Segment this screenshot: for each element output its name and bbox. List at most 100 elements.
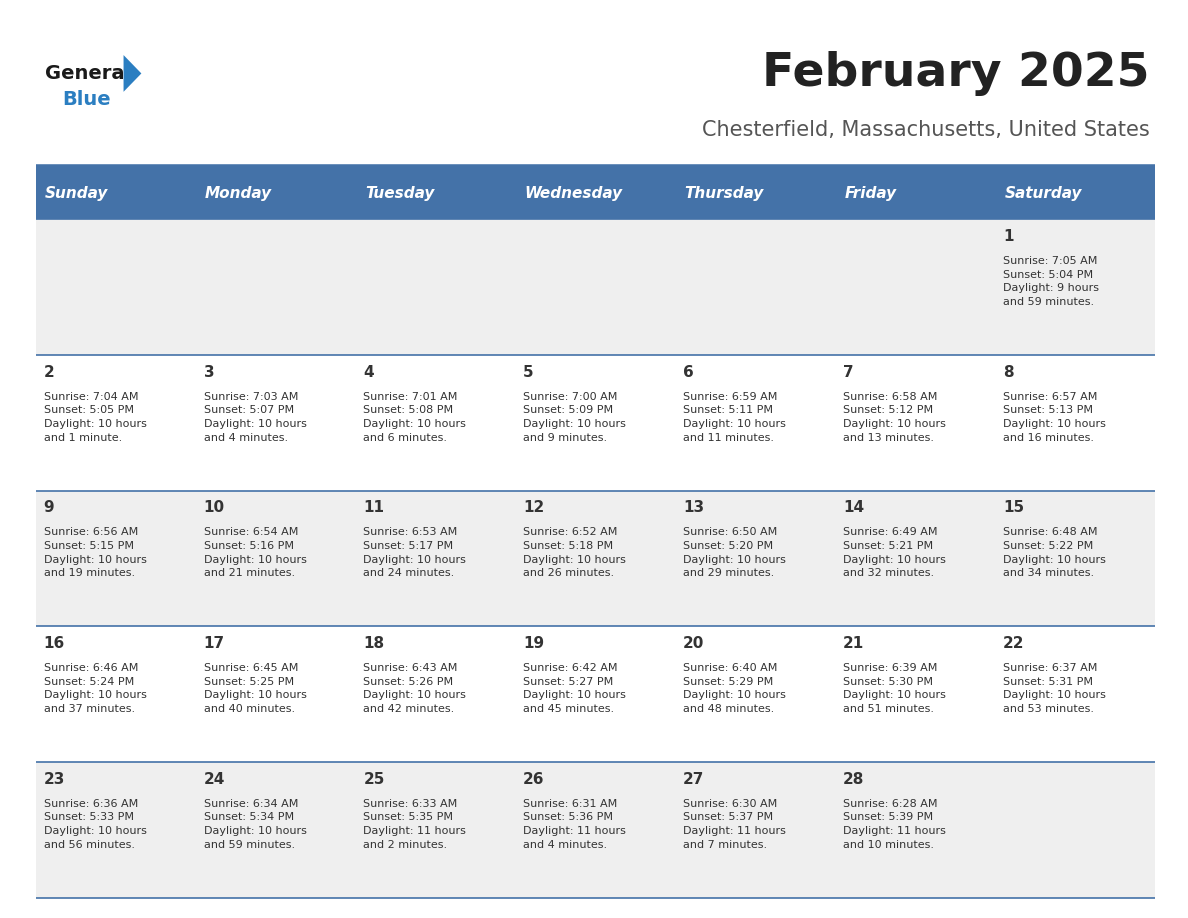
- Bar: [516, 762, 675, 898]
- Text: 6: 6: [683, 364, 694, 379]
- Text: Sunday: Sunday: [45, 185, 108, 201]
- Text: 8: 8: [1003, 364, 1013, 379]
- Text: Sunrise: 6:28 AM
Sunset: 5:39 PM
Daylight: 11 hours
and 10 minutes.: Sunrise: 6:28 AM Sunset: 5:39 PM Dayligh…: [843, 799, 946, 849]
- Text: Sunrise: 6:37 AM
Sunset: 5:31 PM
Daylight: 10 hours
and 53 minutes.: Sunrise: 6:37 AM Sunset: 5:31 PM Dayligh…: [1003, 663, 1106, 714]
- Text: Sunrise: 6:50 AM
Sunset: 5:20 PM
Daylight: 10 hours
and 29 minutes.: Sunrise: 6:50 AM Sunset: 5:20 PM Dayligh…: [683, 528, 786, 578]
- Bar: [196, 626, 355, 762]
- Bar: [36, 355, 196, 491]
- Text: Friday: Friday: [845, 185, 897, 201]
- Bar: [516, 219, 675, 355]
- Bar: [355, 626, 516, 762]
- Text: 19: 19: [523, 636, 544, 651]
- Bar: [36, 491, 196, 626]
- Bar: [36, 167, 196, 219]
- Bar: [196, 762, 355, 898]
- Text: 20: 20: [683, 636, 704, 651]
- Text: 11: 11: [364, 500, 385, 515]
- Bar: [835, 626, 994, 762]
- Bar: [36, 219, 196, 355]
- Text: 26: 26: [523, 772, 545, 787]
- Text: Sunrise: 7:00 AM
Sunset: 5:09 PM
Daylight: 10 hours
and 9 minutes.: Sunrise: 7:00 AM Sunset: 5:09 PM Dayligh…: [523, 392, 626, 442]
- Text: 18: 18: [364, 636, 385, 651]
- Text: 3: 3: [203, 364, 214, 379]
- Bar: [516, 491, 675, 626]
- Bar: [675, 167, 835, 219]
- Text: 4: 4: [364, 364, 374, 379]
- Bar: [994, 762, 1155, 898]
- Text: Sunrise: 6:40 AM
Sunset: 5:29 PM
Daylight: 10 hours
and 48 minutes.: Sunrise: 6:40 AM Sunset: 5:29 PM Dayligh…: [683, 663, 786, 714]
- Bar: [355, 219, 516, 355]
- Text: Sunrise: 6:43 AM
Sunset: 5:26 PM
Daylight: 10 hours
and 42 minutes.: Sunrise: 6:43 AM Sunset: 5:26 PM Dayligh…: [364, 663, 466, 714]
- Polygon shape: [124, 55, 141, 92]
- Bar: [355, 762, 516, 898]
- Bar: [994, 626, 1155, 762]
- Bar: [675, 491, 835, 626]
- Text: Sunrise: 6:48 AM
Sunset: 5:22 PM
Daylight: 10 hours
and 34 minutes.: Sunrise: 6:48 AM Sunset: 5:22 PM Dayligh…: [1003, 528, 1106, 578]
- Bar: [196, 491, 355, 626]
- Bar: [835, 167, 994, 219]
- Bar: [36, 626, 196, 762]
- Bar: [994, 167, 1155, 219]
- Text: Sunrise: 6:54 AM
Sunset: 5:16 PM
Daylight: 10 hours
and 21 minutes.: Sunrise: 6:54 AM Sunset: 5:16 PM Dayligh…: [203, 528, 307, 578]
- Bar: [994, 355, 1155, 491]
- Text: 15: 15: [1003, 500, 1024, 515]
- Bar: [994, 219, 1155, 355]
- Text: 10: 10: [203, 500, 225, 515]
- Text: Sunrise: 6:42 AM
Sunset: 5:27 PM
Daylight: 10 hours
and 45 minutes.: Sunrise: 6:42 AM Sunset: 5:27 PM Dayligh…: [523, 663, 626, 714]
- Text: 12: 12: [523, 500, 544, 515]
- Text: 1: 1: [1003, 229, 1013, 244]
- Text: 21: 21: [843, 636, 864, 651]
- Text: Sunrise: 7:05 AM
Sunset: 5:04 PM
Daylight: 9 hours
and 59 minutes.: Sunrise: 7:05 AM Sunset: 5:04 PM Dayligh…: [1003, 256, 1099, 307]
- Text: General: General: [45, 64, 131, 83]
- Bar: [516, 355, 675, 491]
- Text: Sunrise: 6:34 AM
Sunset: 5:34 PM
Daylight: 10 hours
and 59 minutes.: Sunrise: 6:34 AM Sunset: 5:34 PM Dayligh…: [203, 799, 307, 849]
- Text: Chesterfield, Massachusetts, United States: Chesterfield, Massachusetts, United Stat…: [702, 120, 1150, 140]
- Text: 16: 16: [44, 636, 65, 651]
- Text: 5: 5: [523, 364, 533, 379]
- Text: Sunrise: 6:53 AM
Sunset: 5:17 PM
Daylight: 10 hours
and 24 minutes.: Sunrise: 6:53 AM Sunset: 5:17 PM Dayligh…: [364, 528, 466, 578]
- Text: Sunrise: 6:39 AM
Sunset: 5:30 PM
Daylight: 10 hours
and 51 minutes.: Sunrise: 6:39 AM Sunset: 5:30 PM Dayligh…: [843, 663, 946, 714]
- Bar: [196, 219, 355, 355]
- Text: Sunrise: 6:49 AM
Sunset: 5:21 PM
Daylight: 10 hours
and 32 minutes.: Sunrise: 6:49 AM Sunset: 5:21 PM Dayligh…: [843, 528, 946, 578]
- Bar: [516, 167, 675, 219]
- Text: Sunrise: 7:01 AM
Sunset: 5:08 PM
Daylight: 10 hours
and 6 minutes.: Sunrise: 7:01 AM Sunset: 5:08 PM Dayligh…: [364, 392, 466, 442]
- Text: 28: 28: [843, 772, 865, 787]
- Text: Sunrise: 6:57 AM
Sunset: 5:13 PM
Daylight: 10 hours
and 16 minutes.: Sunrise: 6:57 AM Sunset: 5:13 PM Dayligh…: [1003, 392, 1106, 442]
- Text: 7: 7: [843, 364, 854, 379]
- Text: 27: 27: [683, 772, 704, 787]
- Text: Thursday: Thursday: [684, 185, 764, 201]
- Bar: [196, 355, 355, 491]
- Text: 23: 23: [44, 772, 65, 787]
- Text: February 2025: February 2025: [763, 50, 1150, 96]
- Text: Sunrise: 6:31 AM
Sunset: 5:36 PM
Daylight: 11 hours
and 4 minutes.: Sunrise: 6:31 AM Sunset: 5:36 PM Dayligh…: [523, 799, 626, 849]
- Bar: [36, 762, 196, 898]
- Text: 22: 22: [1003, 636, 1024, 651]
- Bar: [675, 355, 835, 491]
- Text: 2: 2: [44, 364, 55, 379]
- Bar: [355, 355, 516, 491]
- Bar: [516, 626, 675, 762]
- Text: 9: 9: [44, 500, 55, 515]
- Text: Sunrise: 6:33 AM
Sunset: 5:35 PM
Daylight: 11 hours
and 2 minutes.: Sunrise: 6:33 AM Sunset: 5:35 PM Dayligh…: [364, 799, 466, 849]
- Text: Sunrise: 6:30 AM
Sunset: 5:37 PM
Daylight: 11 hours
and 7 minutes.: Sunrise: 6:30 AM Sunset: 5:37 PM Dayligh…: [683, 799, 786, 849]
- Text: 24: 24: [203, 772, 225, 787]
- Text: 25: 25: [364, 772, 385, 787]
- Bar: [355, 167, 516, 219]
- Text: Sunrise: 6:59 AM
Sunset: 5:11 PM
Daylight: 10 hours
and 11 minutes.: Sunrise: 6:59 AM Sunset: 5:11 PM Dayligh…: [683, 392, 786, 442]
- Bar: [835, 762, 994, 898]
- Text: Sunrise: 7:03 AM
Sunset: 5:07 PM
Daylight: 10 hours
and 4 minutes.: Sunrise: 7:03 AM Sunset: 5:07 PM Dayligh…: [203, 392, 307, 442]
- Text: Sunrise: 6:45 AM
Sunset: 5:25 PM
Daylight: 10 hours
and 40 minutes.: Sunrise: 6:45 AM Sunset: 5:25 PM Dayligh…: [203, 663, 307, 714]
- Text: 17: 17: [203, 636, 225, 651]
- Text: Wednesday: Wednesday: [525, 185, 623, 201]
- Text: Sunrise: 6:58 AM
Sunset: 5:12 PM
Daylight: 10 hours
and 13 minutes.: Sunrise: 6:58 AM Sunset: 5:12 PM Dayligh…: [843, 392, 946, 442]
- Bar: [994, 491, 1155, 626]
- Bar: [675, 626, 835, 762]
- Text: Blue: Blue: [62, 90, 110, 108]
- Text: Monday: Monday: [206, 185, 272, 201]
- Text: Sunrise: 6:36 AM
Sunset: 5:33 PM
Daylight: 10 hours
and 56 minutes.: Sunrise: 6:36 AM Sunset: 5:33 PM Dayligh…: [44, 799, 146, 849]
- Bar: [675, 219, 835, 355]
- Text: Sunrise: 7:04 AM
Sunset: 5:05 PM
Daylight: 10 hours
and 1 minute.: Sunrise: 7:04 AM Sunset: 5:05 PM Dayligh…: [44, 392, 146, 442]
- Text: 14: 14: [843, 500, 864, 515]
- Bar: [835, 491, 994, 626]
- Text: Tuesday: Tuesday: [365, 185, 435, 201]
